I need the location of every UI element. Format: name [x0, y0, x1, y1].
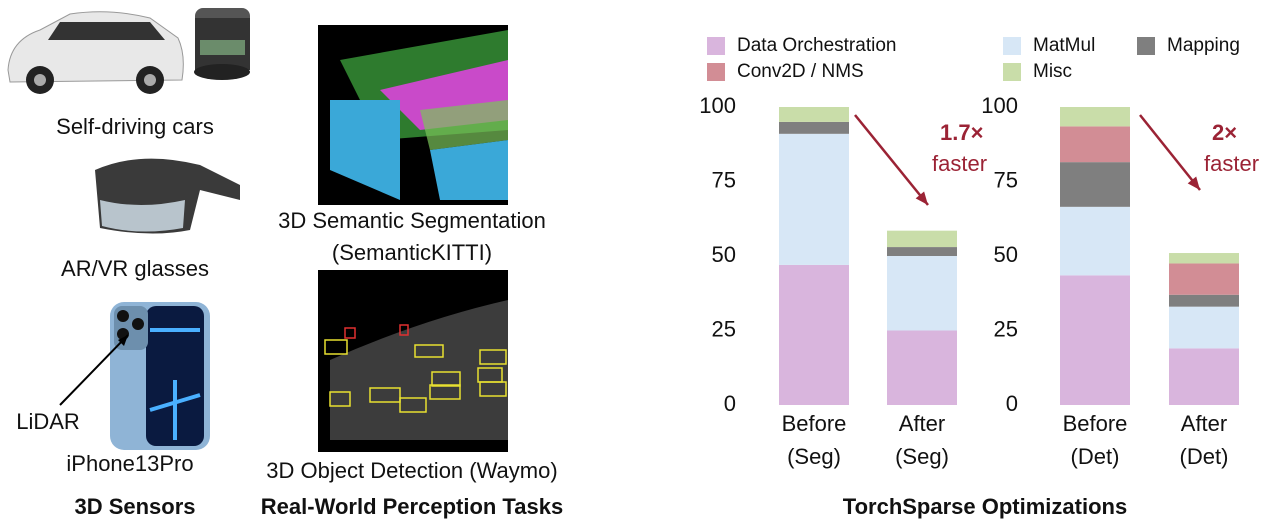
x-tick-label: Before(Det) [1063, 411, 1128, 469]
y-tick-label: 50 [994, 242, 1018, 267]
callout-label: LiDAR [16, 409, 80, 434]
bar-segment [1169, 263, 1239, 294]
bar-segment [779, 134, 849, 265]
speedup-text: faster [1204, 151, 1259, 176]
bar-segment [1060, 207, 1130, 276]
y-tick-label: 75 [994, 167, 1018, 192]
lidar-image [194, 8, 250, 80]
bar-segment [779, 265, 849, 405]
bar-segment [779, 107, 849, 122]
y-tick-label: 0 [1006, 391, 1018, 416]
bar-segment [887, 247, 957, 256]
iphone-image [110, 302, 210, 450]
task-caption: 3D Semantic Segmentation [278, 208, 546, 233]
bar-segment [887, 331, 957, 406]
bar-segment [1169, 348, 1239, 405]
speedup-value: 1.7× [940, 120, 983, 145]
legend-label: MatMul [1033, 35, 1095, 56]
legend-swatch [1003, 37, 1021, 55]
legend-label: Misc [1033, 61, 1072, 82]
bar-segment [887, 256, 957, 331]
segmentation-image [318, 25, 508, 205]
bar-segment [1060, 107, 1130, 126]
sensor-label: AR/VR glasses [61, 256, 209, 281]
panel-title: TorchSparse Optimizations [843, 494, 1127, 519]
bar-segment [1060, 126, 1130, 162]
task-caption: 3D Object Detection (Waymo) [266, 458, 557, 483]
car-image [8, 12, 183, 94]
y-tick-label: 50 [712, 242, 736, 267]
bar-segment [1060, 275, 1130, 405]
bar-segment [1169, 295, 1239, 307]
bar-segment [1169, 253, 1239, 263]
panel-title: 3D Sensors [74, 494, 195, 519]
bar-segment [779, 122, 849, 134]
bar-segment [887, 231, 957, 247]
detection-image [318, 270, 508, 452]
glasses-image [95, 159, 240, 234]
y-tick-label: 75 [712, 167, 736, 192]
y-tick-label: 100 [981, 93, 1018, 118]
sensor-label: iPhone13Pro [66, 451, 193, 476]
x-tick-label: After(Seg) [895, 411, 949, 469]
bar-segment [1060, 162, 1130, 207]
legend-swatch [1137, 37, 1155, 55]
bar-segment [1169, 307, 1239, 349]
x-tick-label: After(Det) [1180, 411, 1229, 469]
y-tick-label: 25 [712, 316, 736, 341]
panel-title: Real-World Perception Tasks [261, 494, 563, 519]
y-tick-label: 100 [699, 93, 736, 118]
y-tick-label: 0 [724, 391, 736, 416]
x-tick-label: Before(Seg) [782, 411, 847, 469]
y-tick-label: 25 [994, 316, 1018, 341]
legend-swatch [707, 37, 725, 55]
task-caption: (SemanticKITTI) [332, 240, 492, 265]
legend-swatch [1003, 63, 1021, 81]
legend-label: Data Orchestration [737, 35, 896, 56]
legend-label: Conv2D / NMS [737, 61, 864, 82]
legend-label: Mapping [1167, 35, 1240, 56]
speedup-arrow [1140, 115, 1200, 190]
sensor-label: Self-driving cars [56, 114, 214, 139]
speedup-text: faster [932, 151, 987, 176]
speedup-value: 2× [1212, 120, 1237, 145]
speedup-arrow [855, 115, 928, 205]
legend-swatch [707, 63, 725, 81]
figure: Self-driving cars AR/VR glasses LiDAR iP… [0, 0, 1262, 525]
